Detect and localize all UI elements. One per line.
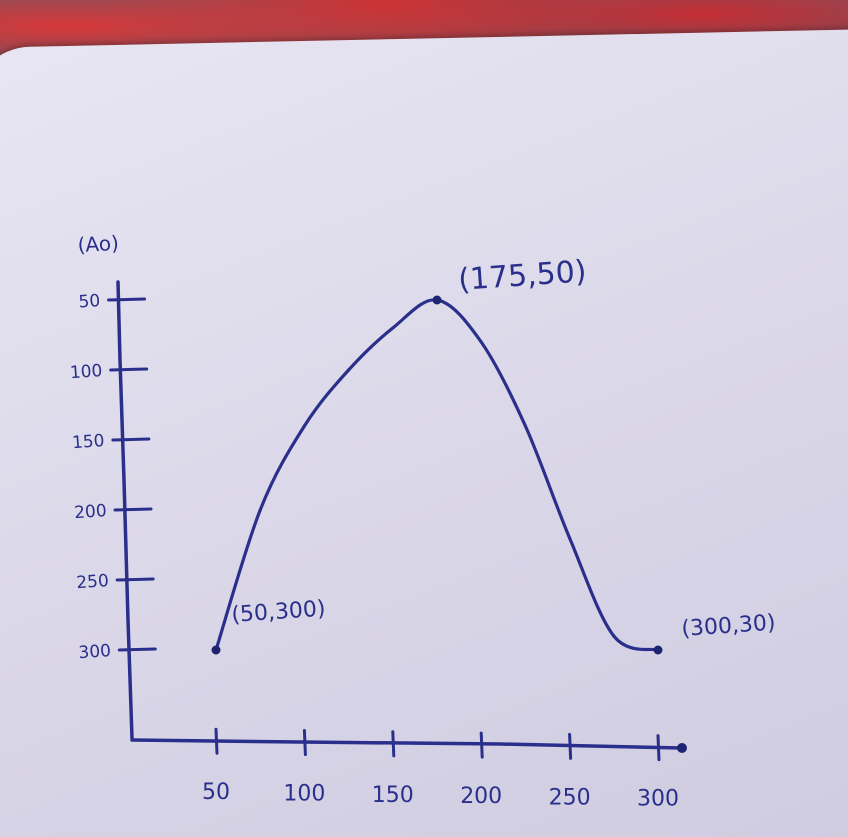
y-tick-label-200: 200 — [74, 501, 108, 523]
y-tick-100 — [109, 367, 149, 372]
x-tick-150 — [391, 730, 396, 758]
data-point-6 — [479, 340, 483, 344]
data-point-7 — [523, 424, 528, 428]
data-point-2 — [302, 424, 306, 428]
x-tick-label-50: 50 — [202, 780, 230, 805]
y-tick-label-50: 50 — [78, 291, 101, 312]
x-tick-label-200: 200 — [460, 784, 502, 809]
annotation-label-0: (50,300) — [231, 596, 327, 628]
x-tick-label-150: 150 — [372, 783, 414, 808]
annotation-dot-0 — [211, 645, 221, 655]
y-tick-250 — [115, 577, 155, 582]
x-ticks: 50 100 150 200 250 300 — [202, 727, 679, 812]
x-tick-50 — [214, 727, 219, 755]
y-unit-label: (Ao) — [77, 231, 119, 257]
y-tick-label-150: 150 — [71, 431, 105, 453]
x-tick-label-250: 250 — [549, 785, 591, 810]
x-tick-label-300: 300 — [637, 787, 679, 812]
y-axis-line — [116, 280, 134, 740]
x-tick-200 — [479, 731, 484, 759]
y-tick-label-300: 300 — [78, 641, 112, 663]
x-axis-end-dot — [677, 743, 687, 753]
x-tick-300 — [656, 734, 661, 762]
y-tick-200 — [113, 507, 153, 512]
data-point-9 — [612, 634, 616, 638]
data-point-3 — [347, 368, 351, 372]
data-point-1 — [258, 508, 262, 512]
y-tick-label-250: 250 — [76, 571, 110, 593]
axes — [116, 280, 687, 753]
annotation-label-1: (175,50) — [457, 254, 588, 298]
y-tick-50 — [107, 297, 147, 302]
point-annotations: (50,300) (175,50) (300,30) — [211, 254, 777, 655]
y-tick-label-100: 100 — [69, 361, 103, 383]
annotation-dot-2 — [653, 645, 663, 655]
y-ticks: 50 100 150 200 250 300 — [69, 291, 157, 663]
x-tick-label-100: 100 — [283, 782, 325, 807]
x-tick-100 — [302, 729, 307, 757]
annotation-dot-1 — [432, 295, 442, 305]
data-point-8 — [568, 536, 572, 540]
y-tick-150 — [111, 437, 151, 442]
x-tick-250 — [568, 732, 573, 760]
series-line — [214, 298, 660, 652]
x-axis-line — [130, 738, 684, 750]
data-point-4 — [391, 326, 395, 330]
annotation-label-2: (300,30) — [681, 610, 777, 642]
y-tick-300 — [117, 647, 157, 652]
